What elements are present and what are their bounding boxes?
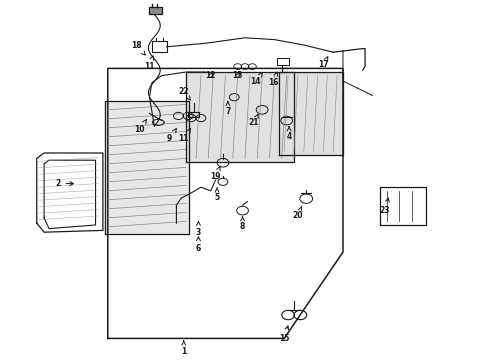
Polygon shape: [149, 7, 162, 14]
Text: 14: 14: [250, 73, 263, 85]
Text: 8: 8: [240, 217, 245, 231]
Text: 9: 9: [167, 129, 176, 143]
Text: 7: 7: [225, 102, 230, 116]
Text: 11: 11: [144, 56, 155, 71]
Text: 5: 5: [215, 188, 220, 202]
Text: 11: 11: [178, 129, 191, 143]
Text: 20: 20: [293, 206, 303, 220]
Text: 16: 16: [268, 72, 279, 87]
Polygon shape: [279, 72, 343, 155]
Text: 4: 4: [287, 127, 292, 141]
Text: 15: 15: [279, 326, 290, 343]
Text: 23: 23: [379, 198, 390, 215]
Text: 17: 17: [318, 57, 329, 69]
Text: 1: 1: [181, 341, 186, 356]
Text: 3: 3: [196, 221, 201, 237]
Polygon shape: [186, 72, 294, 162]
Text: 18: 18: [131, 40, 146, 55]
Text: 12: 12: [205, 71, 216, 80]
Polygon shape: [105, 101, 189, 234]
Text: 21: 21: [248, 114, 259, 127]
Text: 13: 13: [232, 71, 243, 80]
Text: 6: 6: [196, 237, 201, 253]
Text: 22: 22: [178, 87, 191, 100]
Text: 10: 10: [134, 120, 147, 134]
Text: 19: 19: [210, 166, 221, 181]
Text: 2: 2: [55, 179, 74, 188]
